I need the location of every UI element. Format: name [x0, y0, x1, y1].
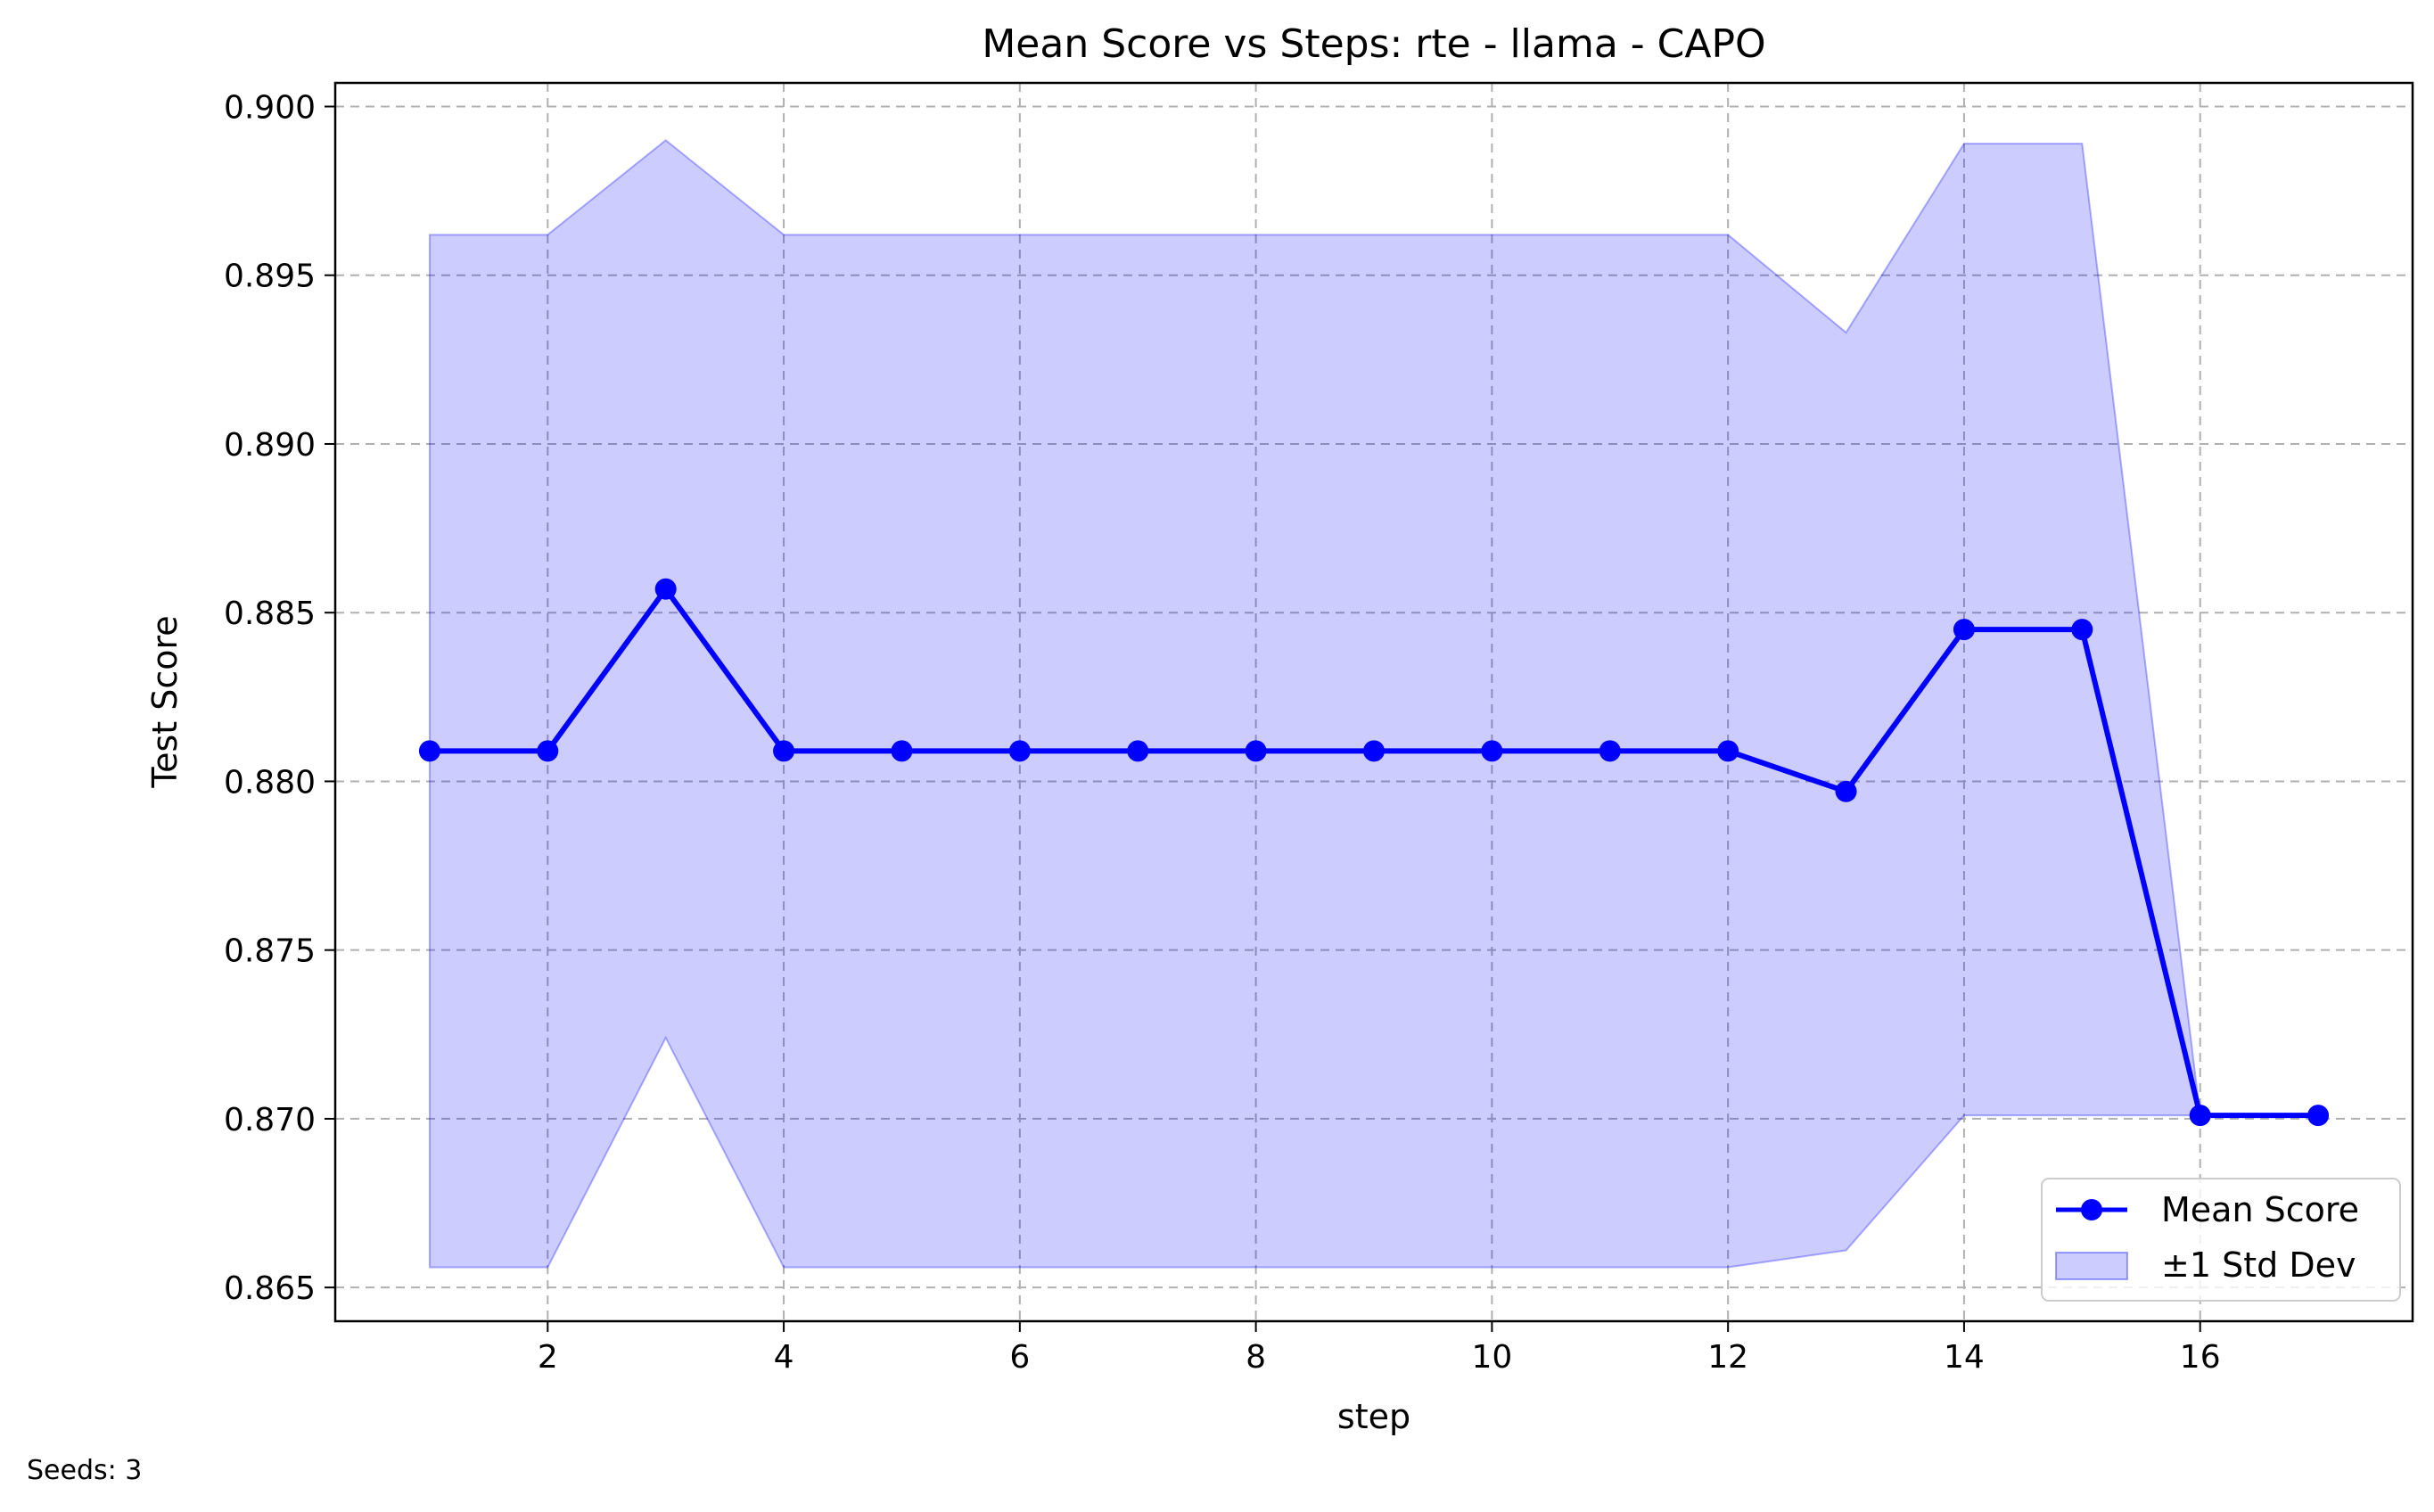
mean-score-point	[418, 740, 440, 762]
x-tick-label: 12	[1707, 1339, 1748, 1376]
legend: Mean Score ±1 Std Dev	[2041, 1178, 2401, 1302]
y-tick-label: 0.895	[224, 259, 316, 295]
y-tick-label: 0.880	[224, 764, 316, 801]
mean-score-point	[1599, 740, 1621, 762]
x-tick-label: 4	[774, 1339, 794, 1376]
y-tick-label: 0.865	[224, 1270, 316, 1307]
y-tick-label: 0.875	[224, 933, 316, 970]
mean-score-point	[1953, 619, 1975, 641]
mean-score-point	[1363, 740, 1385, 762]
mean-score-point	[2189, 1105, 2211, 1127]
mean-score-point	[654, 578, 677, 600]
y-tick-label: 0.870	[224, 1102, 316, 1138]
legend-band-label: ±1 Std Dev	[2161, 1245, 2356, 1285]
mean-score-point	[891, 740, 913, 762]
legend-frame	[2041, 1178, 2401, 1302]
std-dev-band-layer	[428, 139, 2201, 1269]
mean-score-point	[1127, 740, 1149, 762]
mean-score-point	[1245, 740, 1267, 762]
x-tick-label: 2	[538, 1339, 558, 1376]
plot-frame	[333, 81, 2414, 1323]
y-tick-label: 0.885	[224, 596, 316, 632]
mean-score-point	[1835, 780, 1857, 802]
x-tick-label: 8	[1246, 1339, 1266, 1376]
mean-score-point	[1717, 740, 1739, 762]
legend-mean-label: Mean Score	[2161, 1190, 2359, 1229]
y-tick-label: 0.890	[224, 427, 316, 464]
mean-score-point	[537, 740, 559, 762]
axis-ticks: 2 4 6 8 10 12 14 16 0.865 0.870 0.875 0.880 0.885 0.8…	[224, 89, 2221, 1376]
seeds-note: Seeds: 3	[27, 1455, 143, 1486]
mean-score-series	[418, 578, 2330, 1127]
chart-title: Mean Score vs Steps: rte - llama - CAPO	[982, 21, 1765, 67]
x-tick-label: 6	[1009, 1339, 1030, 1376]
std-dev-band	[428, 139, 2201, 1269]
legend-mean-marker	[2081, 1199, 2102, 1220]
mean-score-point	[1481, 740, 1503, 762]
y-tick-label: 0.900	[224, 89, 316, 126]
mean-score-point	[2071, 619, 2093, 641]
mean-score-point	[2307, 1105, 2330, 1127]
x-tick-label: 10	[1471, 1339, 1512, 1376]
legend-band-swatch	[2055, 1252, 2128, 1280]
x-tick-label: 16	[2180, 1339, 2221, 1376]
x-tick-label: 14	[1944, 1339, 1985, 1376]
mean-score-point	[773, 740, 795, 762]
x-axis-label: step	[1337, 1397, 1410, 1436]
mean-score-point	[1008, 740, 1031, 762]
y-axis-label: Test Score	[145, 615, 185, 788]
